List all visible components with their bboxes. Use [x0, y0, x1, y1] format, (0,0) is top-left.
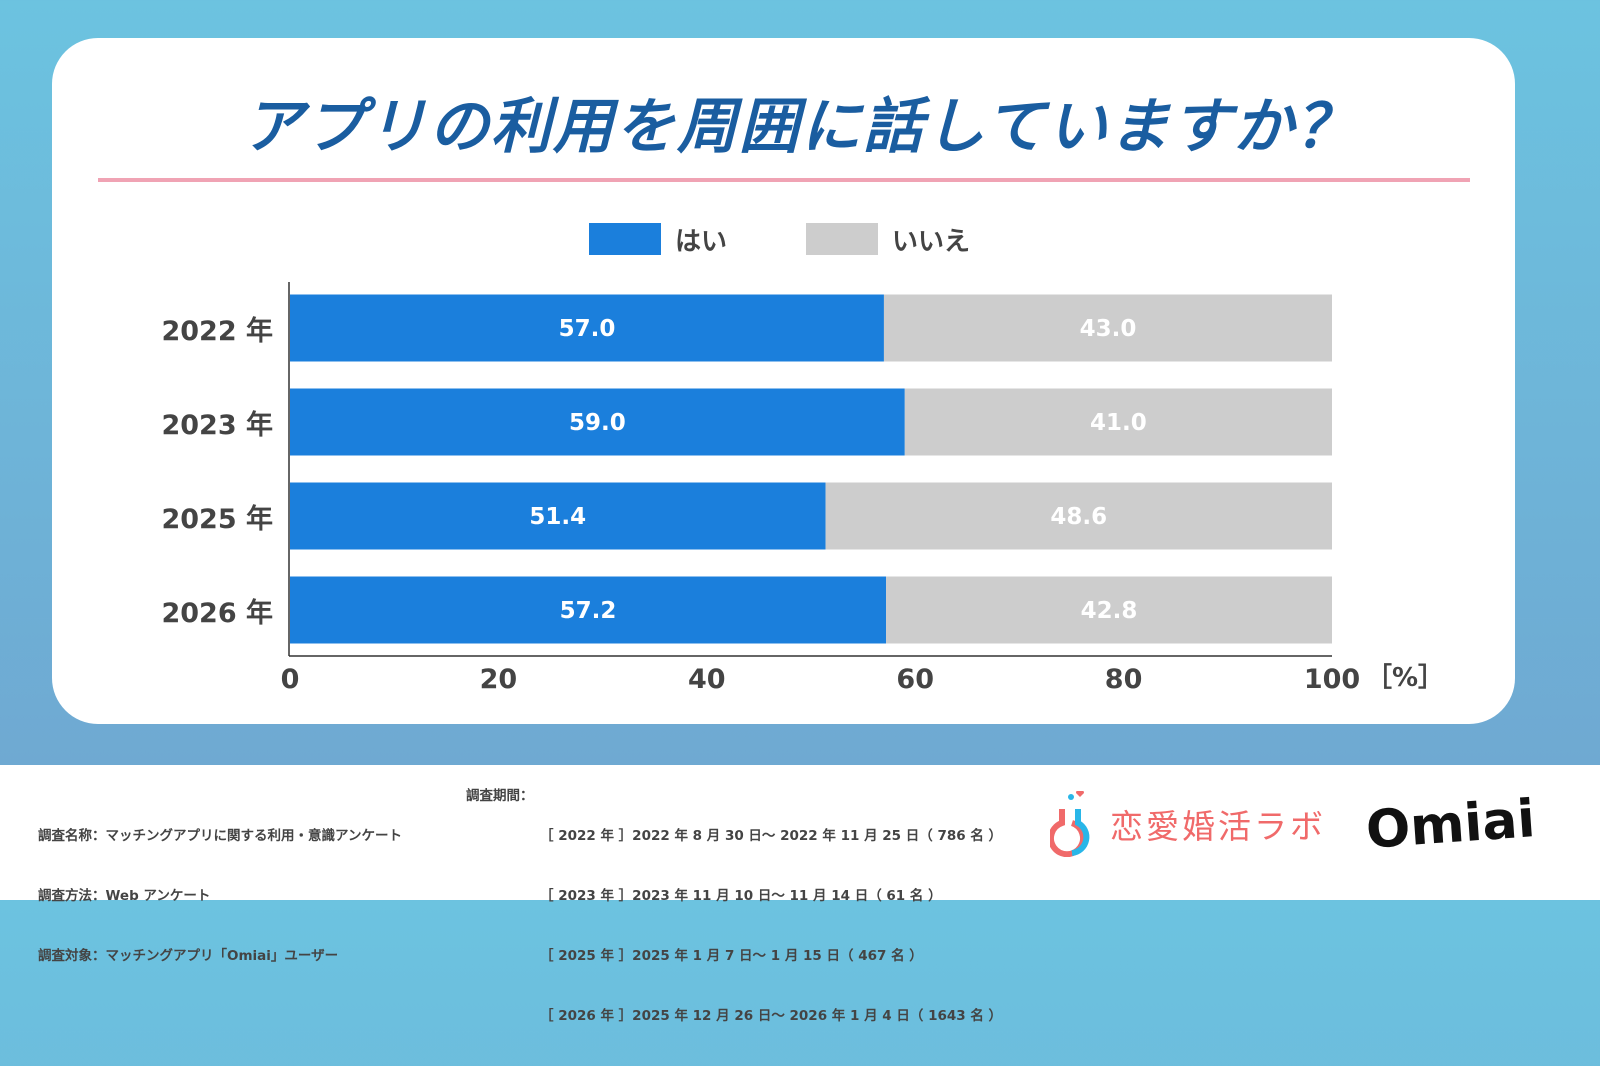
data-label: 57.2: [560, 598, 617, 624]
x-tick-label: 60: [896, 664, 934, 695]
flask-icon: [1050, 791, 1090, 857]
legend-item-yes: はい: [589, 222, 728, 257]
bar-yes: [290, 576, 887, 644]
title-divider: [98, 178, 1470, 182]
survey-target: 調査対象：マッチングアプリ「Omiai」ユーザー: [38, 948, 339, 964]
page-title: アプリの利用を周囲に話していますか？: [242, 92, 1358, 162]
x-tick-label: 80: [1105, 664, 1143, 695]
legend-item-no: いいえ: [806, 222, 971, 257]
footer: 調査名称：マッチングアプリに関する利用・意識アンケート 調査方法：Web アンケ…: [0, 765, 1600, 1024]
category-label: 2023 年: [161, 409, 273, 441]
data-label: 59.0: [569, 410, 626, 436]
x-tick-label: 0: [281, 664, 300, 695]
omiai-logo: Omiai: [1364, 789, 1538, 861]
logo1-text: 恋愛婚活ラボ: [1110, 807, 1326, 846]
period-2022: ［ 2022 年 ］2022 年 8 月 30 日～ 2022 年 11 月 2…: [540, 828, 1003, 844]
legend-swatch-yes: [589, 223, 661, 255]
legend-swatch-no: [806, 223, 878, 255]
data-label: 41.0: [1090, 410, 1147, 436]
x-tick-label: 100: [1304, 664, 1360, 695]
data-label: 51.4: [529, 504, 586, 530]
data-label: 48.6: [1050, 504, 1107, 530]
data-label: 43.0: [1080, 316, 1137, 342]
legend-label-no: いいえ: [892, 226, 971, 257]
period-2023: ［ 2023 年 ］2023 年 11 月 10 日～ 11 月 14 日（ 6…: [540, 888, 942, 904]
x-tick-label: 40: [688, 664, 726, 695]
bar-yes: [290, 482, 826, 550]
category-label: 2025 年: [161, 503, 273, 535]
period-2026: ［ 2026 年 ］2025 年 12 月 26 日～ 2026 年 1 月 4…: [540, 1008, 1003, 1024]
legend-label-yes: はい: [675, 226, 728, 257]
bar-no: [886, 576, 1332, 644]
survey-name: 調査名称：マッチングアプリに関する利用・意識アンケート: [38, 828, 402, 844]
data-label: 42.8: [1081, 598, 1138, 624]
bar-no: [904, 388, 1332, 456]
survey-period: ［ 2022 年 ］2022 年 8 月 30 日～ 2022 年 11 月 2…: [540, 786, 1002, 1066]
survey-method: 調査方法：Web アンケート: [38, 888, 211, 904]
bar-no: [883, 294, 1332, 362]
stacked-bar-chart: 57.0 43.0 2022 年 59.0 41.0 2023 年 51.4 48.6 2025…: [161, 282, 1444, 695]
data-label: 57.0: [559, 316, 616, 342]
bar-yes: [290, 294, 884, 362]
bar-no: [825, 482, 1332, 550]
category-label: 2022 年: [161, 315, 273, 347]
period-2025: ［ 2025 年 ］2025 年 1 月 7 日～ 1 月 15 日（ 467 …: [540, 948, 923, 964]
category-label: 2026 年: [161, 597, 273, 629]
x-tick-label: 20: [480, 664, 518, 695]
renai-konkatsu-labo-logo: 恋愛婚活ラボ: [1050, 791, 1326, 857]
survey-info: 調査名称：マッチングアプリに関する利用・意識アンケート 調査方法：Web アンケ…: [38, 786, 402, 1006]
bar-yes: [290, 388, 905, 456]
survey-period-label: 調査期間：: [466, 788, 534, 804]
unit-label: ［%］: [1366, 663, 1444, 693]
